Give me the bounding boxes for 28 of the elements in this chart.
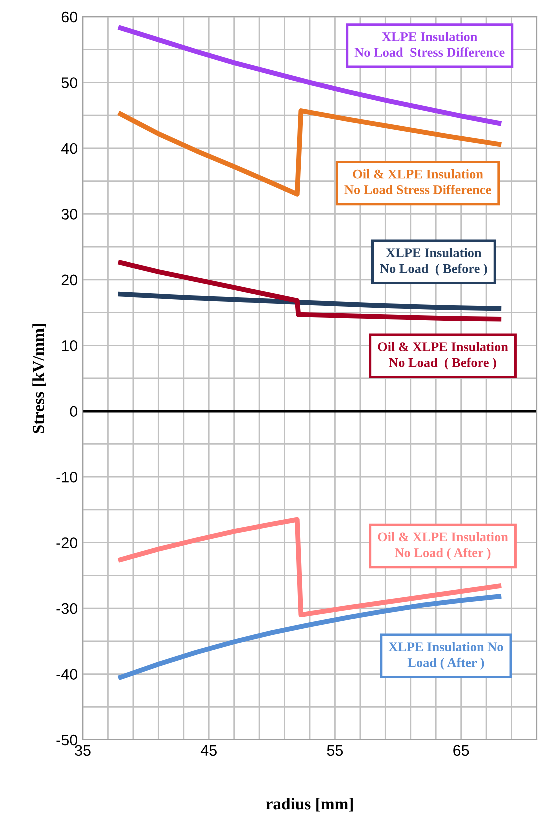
text: Oil & XLPE Insulation No Load ( After ) [378, 532, 508, 560]
line-series [118, 594, 502, 680]
x-tick-label: 35 [75, 745, 91, 756]
series-label: Oil & XLPE Insulation No Load Stress Difference [344, 169, 492, 194]
y-tick-label: 40 [62, 143, 78, 154]
y-tick-label: 60 [62, 12, 78, 23]
x-tick-label: 65 [454, 745, 470, 756]
y-tick-label: -40 [56, 669, 78, 680]
x-tick-label: 55 [327, 745, 344, 756]
line-series [118, 108, 502, 197]
y-tick-label: 30 [62, 209, 78, 220]
y-tick-label: -10 [56, 472, 78, 483]
y-axis-title: Stress [kV/mm] [32, 324, 46, 434]
text: XLPE Insulation No Load ( After ) [388, 642, 504, 670]
text: XLPE Insulation No Load ( Before ) [380, 248, 488, 276]
line-series [118, 292, 502, 312]
x-axis-title: radius [mm] [266, 798, 353, 812]
y-tick-label: -30 [56, 603, 78, 614]
x-tick-label: 45 [200, 745, 217, 756]
line-series [118, 260, 502, 322]
series-label: Oil & XLPE Insulation No Load ( Before ) [378, 342, 508, 370]
y-tick-label: 10 [62, 340, 78, 352]
y-tick-label: -50 [56, 734, 78, 746]
y-tick-label: 50 [62, 78, 78, 88]
y-tick-label: -20 [56, 538, 78, 549]
y-tick-label: 0 [70, 406, 78, 418]
y-tick-label: 20 [62, 274, 78, 286]
text: XLPE Insulation No Load Stress Difference [354, 32, 505, 58]
